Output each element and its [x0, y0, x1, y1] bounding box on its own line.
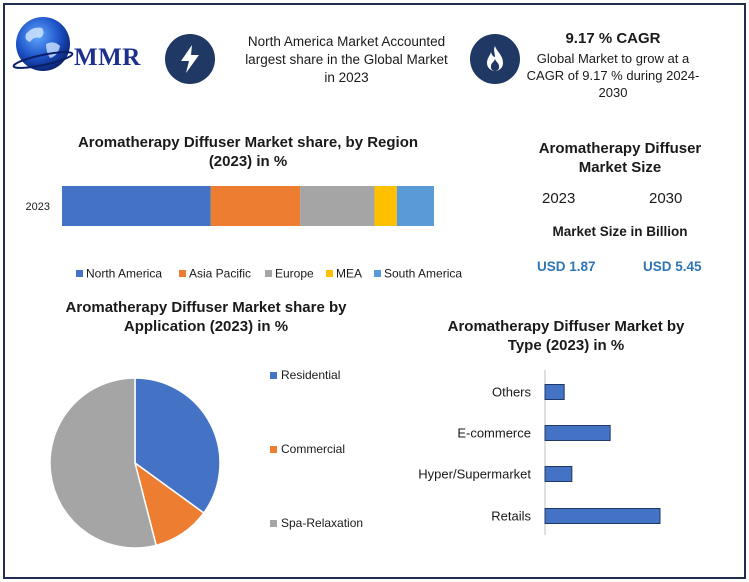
year-2030-label: 2030	[649, 190, 683, 207]
region-bar-segment	[374, 186, 397, 226]
type-category-label: Others	[492, 385, 532, 400]
pie-legend-swatch	[270, 446, 277, 453]
region-bar-segment	[62, 186, 211, 226]
pie-legend-swatch	[270, 372, 277, 379]
market-size-title: Aromatherapy Diffuser Market Size	[538, 140, 702, 176]
type-chart-title: Aromatherapy Diffuser Market by Type (20…	[447, 318, 685, 354]
type-bar-chart: Others E-commerce Hyper/Supermarket Retails	[418, 370, 661, 535]
pie-slice	[134, 377, 221, 515]
pie-legend-swatch	[270, 520, 277, 527]
type-bar	[544, 425, 611, 441]
region-bar-segment	[396, 186, 434, 226]
region-legend-swatch	[265, 270, 272, 277]
flame-icon	[470, 34, 520, 84]
region-legend-swatch	[76, 270, 83, 277]
application-pie-chart: Residential Commercial Spa-Relaxation	[49, 368, 363, 549]
region-chart-title: Aromatherapy Diffuser Market share, by R…	[77, 134, 419, 170]
lightning-bolt-icon	[165, 34, 215, 84]
cagr-title: 9.17 % CAGR	[565, 30, 661, 47]
region-bar-segment	[300, 186, 375, 226]
market-size-unit-label: Market Size in Billion	[552, 224, 688, 239]
region-stacked-bar-chart: 2023 North America Asia Pacific Europe MEA So…	[26, 186, 462, 281]
cagr-description: Global Market to grow at a CAGR of 9.17 …	[526, 51, 700, 100]
region-legend-label: North America	[86, 267, 162, 281]
pie-legend-label: Commercial	[281, 442, 345, 456]
type-category-label: E-commerce	[457, 426, 531, 441]
type-category-label: Retails	[491, 509, 531, 524]
type-bar	[544, 384, 565, 400]
pie-legend-label: Residential	[281, 368, 340, 382]
logo-text: MMR	[74, 44, 141, 71]
region-legend-swatch	[179, 270, 186, 277]
year-2023-label: 2023	[542, 190, 576, 207]
region-legend-label: Asia Pacific	[189, 267, 251, 281]
type-bar	[544, 466, 573, 482]
pie-slice	[49, 377, 158, 549]
type-category-label: Hyper/Supermarket	[418, 467, 531, 482]
market-size-2030-value: USD 5.45	[643, 259, 702, 274]
region-legend-label: Europe	[275, 267, 314, 281]
region-legend-swatch	[326, 270, 333, 277]
pie-legend-label: Spa-Relaxation	[281, 516, 363, 530]
region-legend-swatch	[374, 270, 381, 277]
application-chart-title: Aromatherapy Diffuser Market share by Ap…	[65, 299, 347, 335]
region-legend-label: MEA	[336, 267, 362, 281]
region-legend-label: South America	[384, 267, 462, 281]
region-category-label: 2023	[26, 201, 50, 213]
type-bar	[544, 508, 661, 524]
globe-logo-icon	[12, 17, 74, 71]
market-size-2023-value: USD 1.87	[537, 259, 596, 274]
north-america-info: North America Market Accounted largest s…	[245, 34, 448, 85]
region-bar-segment	[210, 186, 301, 226]
